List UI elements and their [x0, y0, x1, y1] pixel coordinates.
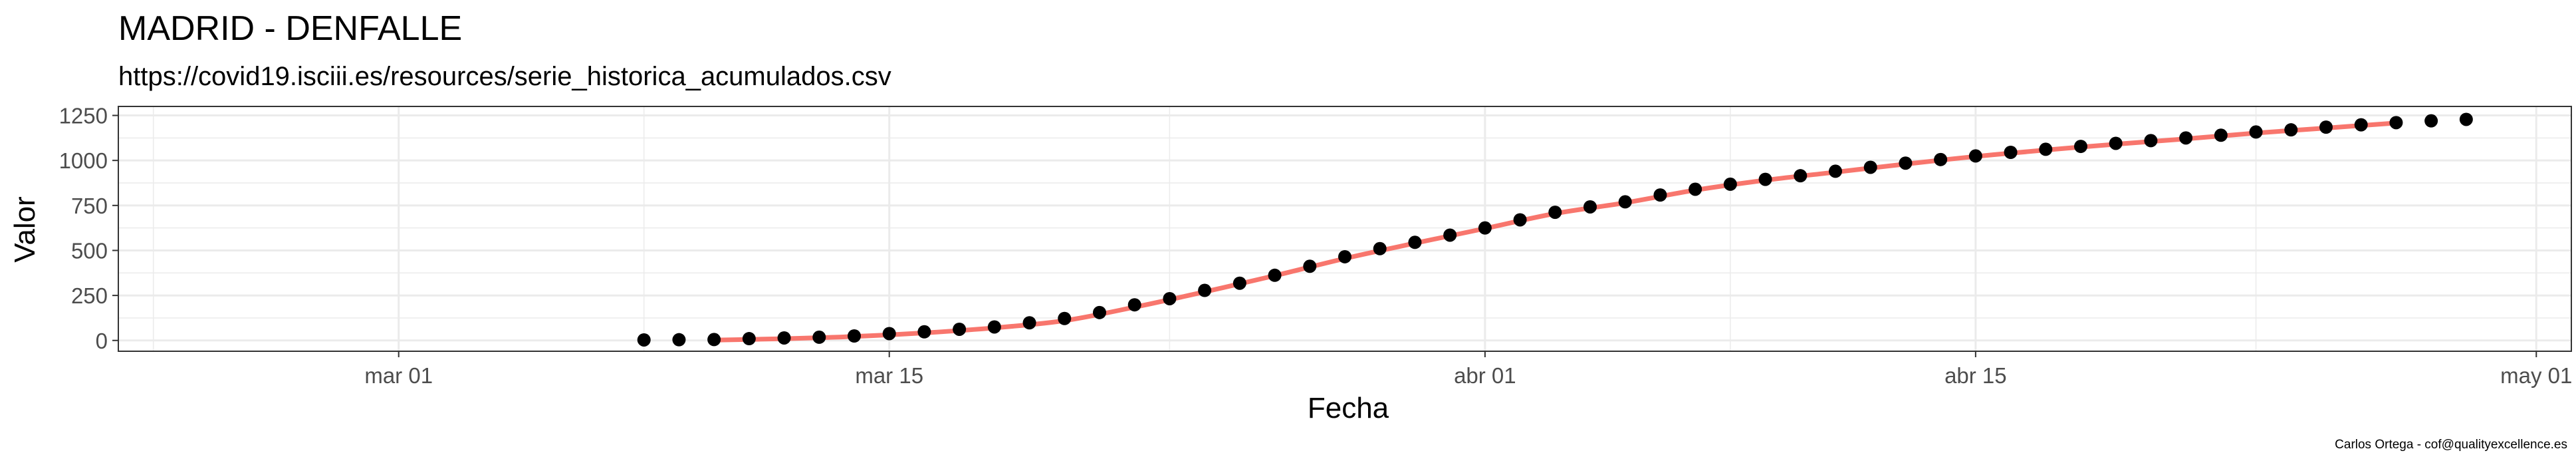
y-tick-label: 1000 [59, 148, 108, 173]
data-point [742, 332, 756, 346]
data-point [2004, 146, 2018, 159]
data-point [1723, 177, 1737, 191]
x-tick-label: may 01 [2500, 363, 2572, 388]
data-point [2144, 134, 2158, 148]
y-axis-title: Valor [9, 196, 41, 262]
caption: Carlos Ortega - cof@qualityexcellence.es [2335, 438, 2567, 452]
data-point [2214, 128, 2228, 142]
data-point [2354, 118, 2368, 132]
data-point [2389, 116, 2403, 130]
data-point [1689, 182, 1702, 196]
data-point [1548, 206, 1562, 220]
data-point [2424, 114, 2438, 128]
data-point [672, 333, 686, 347]
data-point [1653, 188, 1667, 202]
grid [118, 106, 2571, 351]
data-point [1618, 195, 1632, 209]
data-point [707, 333, 721, 347]
data-point [2459, 112, 2473, 126]
data-point [1408, 235, 1422, 249]
data-point [812, 330, 826, 344]
data-point [777, 331, 791, 345]
data-point [2249, 125, 2263, 139]
x-axis-title: Fecha [1308, 392, 1389, 424]
y-axis-ticks: 0 250 500 750 1000 1250 [59, 104, 118, 353]
data-point [1899, 156, 1913, 170]
data-point [1093, 305, 1106, 319]
data-point [1758, 172, 1772, 186]
data-point [848, 329, 861, 343]
data-point [637, 333, 651, 347]
data-point [1934, 152, 1948, 166]
data-point [953, 322, 967, 336]
points-layer [637, 112, 2473, 347]
data-point [1127, 298, 1141, 312]
data-point [1303, 259, 1317, 273]
data-point [1022, 316, 1036, 330]
data-point [882, 327, 896, 341]
data-point [1513, 213, 1527, 227]
data-point [1373, 241, 1387, 255]
data-point [1863, 160, 1877, 174]
y-tick-label: 750 [71, 194, 108, 218]
data-point [1443, 228, 1457, 242]
data-point [1268, 268, 1282, 282]
x-tick-label: mar 15 [855, 363, 923, 388]
panel-border [118, 106, 2572, 352]
y-tick-label: 1250 [59, 104, 108, 128]
data-point [2179, 131, 2193, 145]
data-point [1058, 311, 1072, 325]
data-point [1583, 200, 1597, 214]
data-point [1829, 164, 1842, 178]
x-tick-label: abr 01 [1454, 363, 1516, 388]
data-point [1478, 221, 1492, 235]
data-point [2319, 120, 2333, 134]
data-point [2039, 142, 2053, 156]
data-point [1794, 169, 1808, 183]
data-point [987, 320, 1001, 334]
data-point [1338, 249, 1351, 263]
x-tick-label: abr 15 [1944, 363, 2007, 388]
data-point [1968, 149, 1982, 163]
data-point [1163, 291, 1177, 305]
y-tick-label: 0 [96, 329, 108, 353]
data-point [2109, 136, 2123, 150]
data-point [1198, 283, 1212, 297]
y-tick-label: 250 [71, 283, 108, 308]
x-axis-ticks: mar 01 mar 15 abr 01 abr 15 may 01 [364, 351, 2572, 388]
chart-subtitle: https://covid19.isciii.es/resources/seri… [118, 62, 891, 91]
data-point [917, 325, 931, 339]
y-tick-label: 500 [71, 238, 108, 263]
x-tick-label: mar 01 [364, 363, 433, 388]
chart-title: MADRID - DENFALLE [118, 9, 462, 48]
data-point [2074, 140, 2087, 154]
data-point [2284, 123, 2298, 137]
data-point [1232, 276, 1246, 290]
